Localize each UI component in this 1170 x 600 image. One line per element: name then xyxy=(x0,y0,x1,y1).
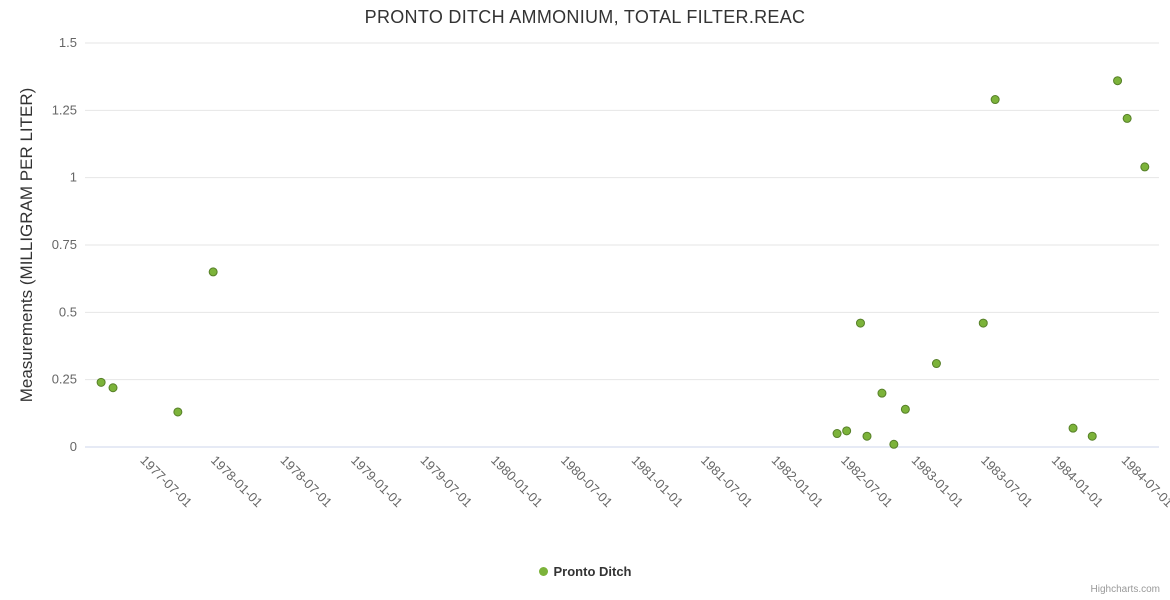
data-point[interactable] xyxy=(862,431,872,441)
data-point[interactable] xyxy=(1140,162,1150,172)
data-point[interactable] xyxy=(832,429,842,439)
x-tick-label: 1980-01-01 xyxy=(488,453,546,511)
x-tick-label: 1977-07-01 xyxy=(137,453,195,511)
data-point[interactable] xyxy=(96,377,106,387)
y-tick-label: 0.25 xyxy=(52,372,77,387)
data-point[interactable] xyxy=(931,359,941,369)
legend[interactable]: Pronto Ditch xyxy=(0,563,1170,581)
x-tick-label: 1981-07-01 xyxy=(698,453,756,511)
x-tick-label: 1984-01-01 xyxy=(1049,453,1107,511)
data-point[interactable] xyxy=(855,318,865,328)
x-tick-label: 1979-07-01 xyxy=(418,453,476,511)
y-tick-label: 0.75 xyxy=(52,237,77,252)
x-tick-label: 1984-07-01 xyxy=(1119,453,1170,511)
x-tick-label: 1980-07-01 xyxy=(558,453,616,511)
y-tick-label: 0 xyxy=(70,439,77,454)
data-point[interactable] xyxy=(877,388,887,398)
y-tick-label: 0.5 xyxy=(59,304,77,319)
data-point[interactable] xyxy=(1068,423,1078,433)
data-point[interactable] xyxy=(978,318,988,328)
x-tick-label: 1978-01-01 xyxy=(208,453,266,511)
x-tick-label: 1982-01-01 xyxy=(769,453,827,511)
x-tick-label: 1983-01-01 xyxy=(909,453,967,511)
data-point[interactable] xyxy=(990,95,1000,105)
x-tick-label: 1981-01-01 xyxy=(629,453,687,511)
x-tick-label: 1979-01-01 xyxy=(348,453,406,511)
x-tick-label: 1983-07-01 xyxy=(978,453,1036,511)
y-tick-label: 1.25 xyxy=(52,102,77,117)
legend-marker-icon xyxy=(538,567,548,576)
data-point[interactable] xyxy=(842,426,852,436)
credits-link[interactable]: Highcharts.com xyxy=(1090,584,1160,595)
data-point[interactable] xyxy=(1122,113,1132,123)
x-tick-label: 1978-07-01 xyxy=(277,453,335,511)
data-point[interactable] xyxy=(1087,431,1097,441)
x-tick-label: 1982-07-01 xyxy=(838,453,896,511)
data-point[interactable] xyxy=(900,404,910,414)
data-point[interactable] xyxy=(108,383,118,393)
data-point[interactable] xyxy=(889,439,899,449)
chart-title: PRONTO DITCH AMMONIUM, TOTAL FILTER.REAC xyxy=(364,7,806,27)
y-tick-label: 1.5 xyxy=(59,35,77,50)
data-point[interactable] xyxy=(208,267,218,277)
y-tick-label: 1 xyxy=(70,170,77,185)
legend-item-label: Pronto Ditch xyxy=(553,564,632,579)
data-point[interactable] xyxy=(173,407,183,417)
data-point[interactable] xyxy=(1113,76,1123,86)
